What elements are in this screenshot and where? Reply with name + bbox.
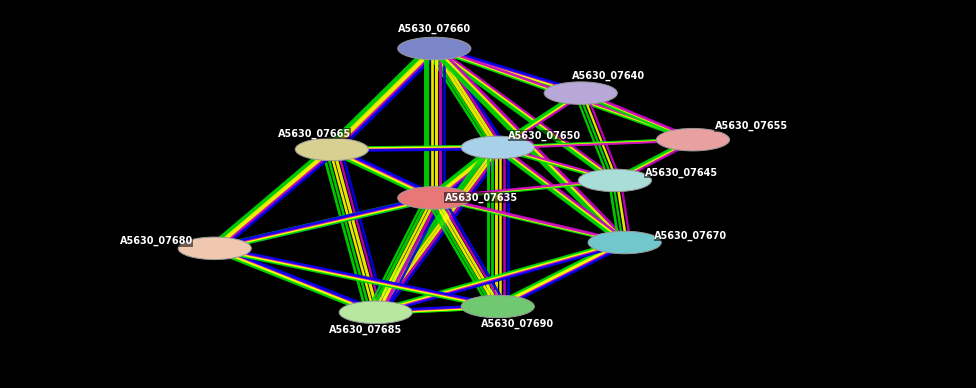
Text: A5630_07635: A5630_07635 xyxy=(445,193,517,203)
Ellipse shape xyxy=(398,187,471,209)
Ellipse shape xyxy=(461,136,535,159)
Text: A5630_07670: A5630_07670 xyxy=(655,230,727,241)
Ellipse shape xyxy=(179,237,252,260)
Ellipse shape xyxy=(461,295,535,318)
Text: A5630_07640: A5630_07640 xyxy=(572,71,644,81)
Ellipse shape xyxy=(296,138,369,161)
Text: A5630_07645: A5630_07645 xyxy=(645,168,717,178)
Text: A5630_07655: A5630_07655 xyxy=(715,121,788,131)
Text: A5630_07660: A5630_07660 xyxy=(398,24,470,34)
Text: A5630_07690: A5630_07690 xyxy=(481,319,553,329)
Text: A5630_07685: A5630_07685 xyxy=(329,324,403,334)
Ellipse shape xyxy=(656,128,729,151)
Ellipse shape xyxy=(578,169,652,192)
Ellipse shape xyxy=(588,231,662,254)
Text: A5630_07650: A5630_07650 xyxy=(508,131,581,141)
Text: A5630_07665: A5630_07665 xyxy=(278,129,350,139)
Ellipse shape xyxy=(398,37,471,60)
Ellipse shape xyxy=(545,82,618,104)
Ellipse shape xyxy=(340,301,413,324)
Text: A5630_07680: A5630_07680 xyxy=(119,236,193,246)
